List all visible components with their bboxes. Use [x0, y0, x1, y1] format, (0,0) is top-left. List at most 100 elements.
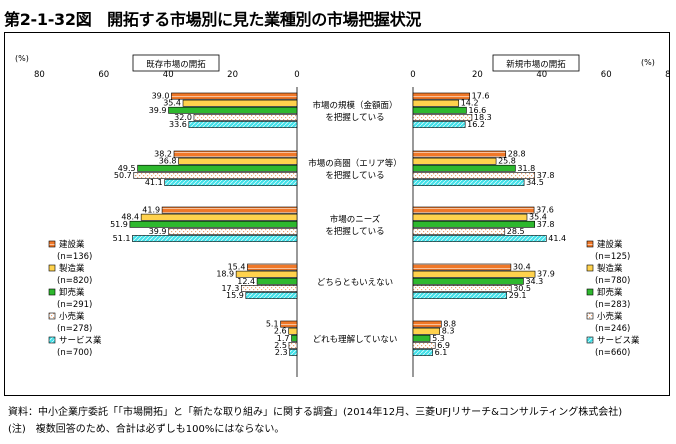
bar-new-4-2	[412, 235, 547, 242]
category-label: 市場のニーズ	[330, 214, 381, 225]
bar-new-1-4	[412, 327, 441, 335]
legend-existing-n: (n=820)	[57, 276, 92, 286]
bar-new-1-1	[412, 157, 497, 165]
data-label: 39.9	[149, 106, 167, 115]
legend-existing-n: (n=136)	[57, 252, 92, 262]
category-label: 市場の規模（金額面）	[312, 100, 397, 111]
unit-label-left: (%)	[15, 54, 29, 63]
category-label: 市場の商圏（エリア等）	[308, 158, 402, 169]
footnote: (注) 複数回答のため、合計は必ずしも100%にはならない。	[8, 424, 285, 435]
data-label: 17.6	[472, 92, 490, 101]
legend-existing-name: 小売業	[59, 311, 85, 322]
axis-tick-right: 60	[601, 70, 612, 80]
data-label: 39.9	[149, 227, 167, 236]
axis-tick-right: 0	[410, 70, 415, 80]
bar-existing-3-4	[288, 341, 298, 349]
bar-new-2-2	[412, 220, 536, 228]
data-label: 5.3	[432, 334, 445, 343]
bar-existing-1-3	[235, 270, 298, 278]
data-label: 30.4	[513, 263, 531, 272]
data-label: 41.9	[142, 206, 160, 215]
bar-new-2-0	[412, 106, 467, 114]
bar-existing-2-0	[168, 106, 298, 114]
bar-new-0-0	[412, 92, 470, 100]
panel-title-existing: 既存市場の開拓	[146, 59, 206, 70]
axis-tick-left: 80	[34, 70, 45, 80]
bar-existing-1-2	[140, 213, 298, 221]
bar-existing-0-1	[173, 150, 298, 158]
data-label: 12.4	[237, 277, 255, 286]
data-label: 2.5	[274, 341, 287, 350]
data-label: 18.9	[216, 270, 234, 279]
data-label: 25.8	[498, 157, 516, 166]
bar-existing-1-4	[288, 327, 298, 335]
bar-existing-2-4	[291, 334, 298, 342]
figure-title: 第2-1-32図 開拓する市場別に見た業種別の市場把握状況	[4, 10, 422, 29]
legend-new-n: (n=780)	[595, 276, 630, 286]
bar-new-0-1	[412, 150, 507, 158]
data-label: 51.9	[110, 220, 128, 229]
legend-existing-name: サービス業	[59, 335, 102, 346]
bar-existing-4-4	[289, 349, 298, 356]
bar-existing-0-4	[280, 320, 298, 328]
data-label: 34.3	[525, 277, 543, 286]
unit-label-right: (%)	[641, 58, 655, 67]
panel-title-existing-box	[132, 54, 220, 72]
axis-tick-left: 0	[294, 70, 299, 80]
legend-new-name: 小売業	[597, 311, 623, 322]
data-label: 37.9	[537, 270, 555, 279]
data-label: 31.8	[517, 164, 535, 173]
legend-new-name: 製造業	[597, 263, 623, 274]
data-label: 51.1	[113, 234, 131, 243]
bar-new-1-0	[412, 99, 460, 107]
bar-new-0-3	[412, 263, 512, 271]
legend-existing-n: (n=700)	[57, 348, 92, 358]
legend-existing-name: 建設業	[59, 239, 85, 250]
bar-existing-4-3	[245, 292, 298, 299]
data-label: 35.4	[163, 99, 181, 108]
data-label: 17.3	[221, 284, 239, 293]
data-label: 2.3	[275, 348, 288, 357]
bar-existing-2-2	[129, 220, 298, 228]
legend-new-n: (n=246)	[595, 324, 630, 334]
bar-new-3-1	[412, 172, 536, 179]
axis-tick-left: 20	[227, 70, 238, 80]
bar-new-0-2	[412, 206, 535, 214]
bar-new-4-4	[412, 349, 433, 356]
data-label: 8.3	[442, 327, 455, 336]
bar-existing-3-0	[193, 114, 298, 121]
data-label: 37.6	[536, 206, 554, 215]
data-label: 32.0	[174, 113, 192, 122]
bar-new-4-3	[412, 292, 508, 299]
bar-new-4-1	[412, 179, 525, 186]
panel-title-new: 新規市場の開拓	[506, 59, 566, 70]
bar-new-0-4	[412, 320, 442, 328]
data-label: 50.7	[114, 171, 132, 180]
bar-existing-3-1	[133, 172, 298, 179]
legend-existing-swatch	[48, 288, 56, 296]
data-label: 39.0	[152, 92, 170, 101]
bar-existing-0-2	[161, 206, 298, 214]
legend-existing-swatch	[48, 240, 56, 248]
bar-existing-4-2	[132, 235, 298, 242]
legend-new-swatch	[586, 312, 594, 320]
axis-tick-right: 40	[536, 70, 547, 80]
data-label: 49.5	[118, 164, 136, 173]
data-label: 18.3	[474, 113, 492, 122]
legend-existing-swatch	[48, 336, 56, 344]
data-label: 41.1	[145, 178, 163, 187]
bar-existing-1-0	[182, 99, 298, 107]
data-label: 1.7	[277, 334, 290, 343]
bar-existing-1-1	[178, 157, 298, 165]
bar-existing-0-3	[247, 263, 298, 271]
chart-frame: 既存市場の開拓 新規市場の開拓 (%) (%) 80 80 60 60 40 40 20 20 0 0 39…	[4, 32, 670, 396]
bar-existing-3-3	[240, 285, 298, 292]
legend-existing-name: 製造業	[59, 263, 85, 274]
bar-existing-2-1	[137, 164, 298, 172]
bar-existing-2-3	[256, 277, 298, 285]
data-label: 29.1	[509, 291, 527, 300]
data-label: 14.2	[461, 99, 479, 108]
axis-tick-left: 40	[163, 70, 174, 80]
legend-new-name: 卸売業	[597, 287, 623, 298]
data-label: 6.9	[437, 341, 450, 350]
